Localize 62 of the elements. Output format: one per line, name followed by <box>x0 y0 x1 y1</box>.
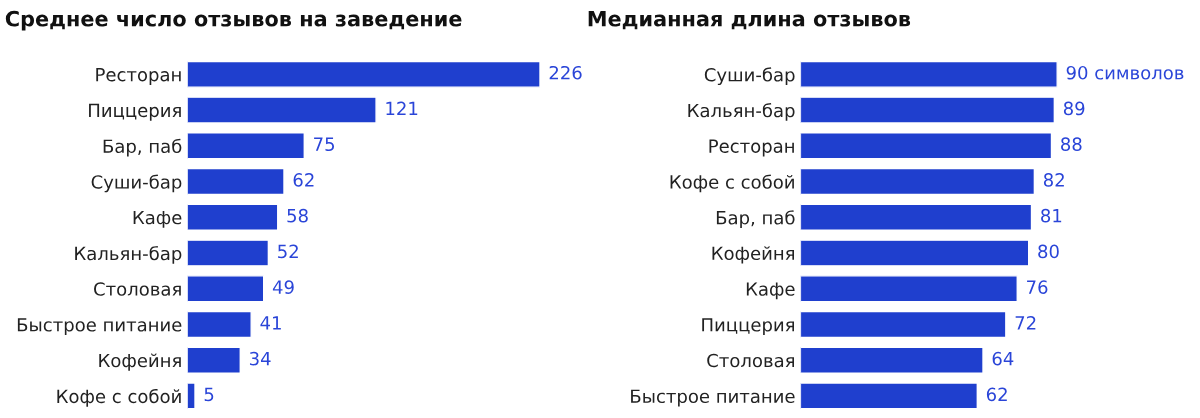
data-label: 34 <box>249 351 271 366</box>
y-tick-label: Бар, паб <box>716 210 795 229</box>
bar <box>187 132 305 160</box>
bar <box>800 167 1036 196</box>
y-tick-label: Кальян-бар <box>75 245 182 264</box>
y-tick-label: Бар, паб <box>103 138 182 157</box>
y-tick-label: Пиццерия <box>702 318 794 336</box>
y-tick-label: Быстрое питание <box>17 318 182 336</box>
data-label: 64 <box>992 351 1014 366</box>
bar <box>800 132 1053 160</box>
y-tick-label: Пиццерия <box>89 103 181 121</box>
bar <box>800 275 1018 303</box>
y-tick-label: Кофейня <box>99 353 181 371</box>
bar <box>800 60 1058 88</box>
bar <box>800 382 979 410</box>
y-tick-label: Кофейня <box>712 246 794 264</box>
data-label: 62 <box>986 387 1007 402</box>
bar <box>800 310 1007 339</box>
data-label: 75 <box>314 137 335 152</box>
y-tick-label: Суши-бар <box>704 67 795 86</box>
data-label: 49 <box>272 280 294 294</box>
bar <box>800 239 1030 267</box>
data-label: 72 <box>1015 316 1036 330</box>
bar <box>187 96 377 124</box>
bar <box>800 346 984 374</box>
bar <box>187 239 270 267</box>
data-label: 76 <box>1027 280 1048 294</box>
bar <box>187 60 540 88</box>
bar <box>187 167 285 196</box>
data-label: 89 <box>1063 101 1085 116</box>
data-label: 41 <box>260 316 281 330</box>
y-tick-label: Суши-бар <box>91 174 182 193</box>
data-label: 5 <box>204 387 214 402</box>
data-label: 52 <box>278 244 298 259</box>
bar <box>187 346 241 374</box>
y-tick-label: Ресторан <box>709 139 794 157</box>
y-tick-label: Быстрое питание <box>631 389 795 407</box>
data-label: 80 <box>1038 244 1059 259</box>
data-label: 82 <box>1043 173 1064 187</box>
data-label: 81 <box>1041 208 1062 223</box>
data-label: 62 <box>293 173 314 187</box>
data-label: 58 <box>287 208 308 223</box>
data-label: 226 <box>549 65 582 80</box>
data-label: 88 <box>1061 137 1082 152</box>
y-tick-label: Кофе с собой <box>670 174 794 193</box>
data-label: 90 символов <box>1066 65 1184 80</box>
y-tick-label: Кафе <box>746 282 795 300</box>
bar <box>187 382 196 410</box>
y-tick-label: Кофе с собой <box>57 388 181 407</box>
y-tick-label: Ресторан <box>96 68 181 85</box>
chart-title: Среднее число отзывов на заведение <box>5 10 462 31</box>
bar <box>187 203 279 231</box>
y-tick-label: Столовая <box>707 353 794 368</box>
bar <box>187 310 252 339</box>
bar <box>800 96 1056 124</box>
y-tick-label: Кальян-бар <box>688 103 795 121</box>
bar <box>187 275 265 303</box>
y-tick-label: Кафе <box>133 210 182 228</box>
y-tick-label: Столовая <box>94 282 181 296</box>
data-label: 121 <box>386 101 418 116</box>
chart-title: Медианная длина отзывов <box>588 11 911 30</box>
bar <box>800 203 1033 231</box>
